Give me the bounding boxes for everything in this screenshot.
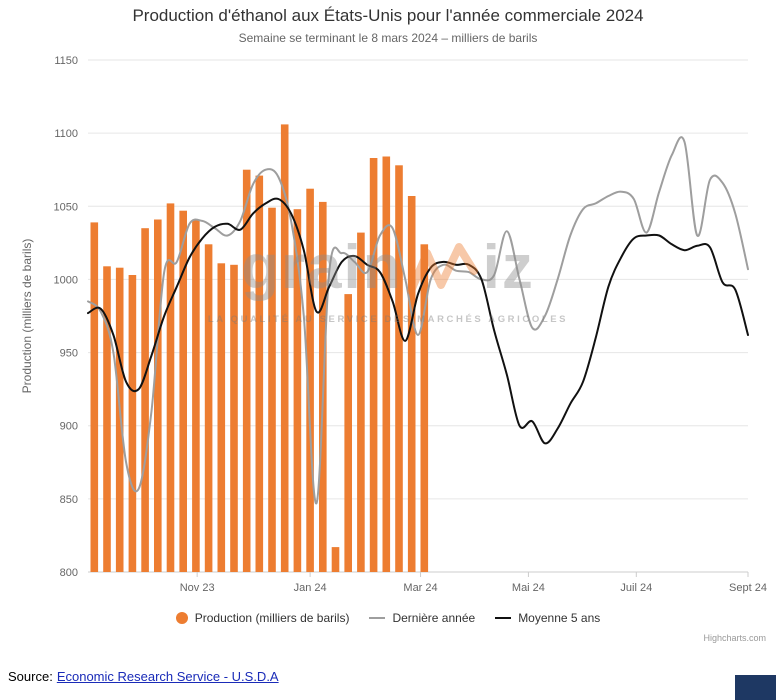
production-bar[interactable] — [382, 156, 391, 573]
legend-item-last-year[interactable]: Dernière année — [369, 611, 475, 625]
legend-item-five-year-avg[interactable]: Moyenne 5 ans — [495, 611, 600, 625]
y-axis-label: 850 — [60, 494, 78, 506]
chart-title: Production d'éthanol aux États-Unis pour… — [132, 6, 644, 25]
y-axis-label: 1000 — [54, 274, 78, 286]
y-axis-label: 900 — [60, 421, 78, 433]
production-bar[interactable] — [407, 196, 416, 572]
production-bar[interactable] — [293, 209, 302, 572]
chart-subtitle: Semaine se terminant le 8 mars 2024 – mi… — [238, 31, 538, 45]
source-link[interactable]: Economic Research Service - U.S.D.A — [56, 669, 279, 684]
legend-label-production: Production (milliers de barils) — [194, 611, 350, 625]
x-axis-label: Sept 24 — [729, 582, 767, 594]
production-bar[interactable] — [280, 124, 289, 573]
x-axis-label: Mar 24 — [403, 582, 437, 594]
legend: Production (milliers de barils) Dernière… — [0, 611, 776, 625]
production-bar[interactable] — [204, 244, 213, 573]
production-bar[interactable] — [344, 294, 352, 572]
production-bar[interactable] — [331, 547, 340, 572]
source-footer: Source: Economic Research Service - U.S.D… — [8, 669, 279, 684]
highcharts-credit[interactable]: Highcharts.com — [703, 633, 766, 643]
production-bar[interactable] — [192, 219, 200, 573]
footer-brand-block — [735, 675, 776, 700]
legend-label-last-year: Dernière année — [392, 611, 476, 625]
y-axis-label: 1100 — [54, 128, 78, 140]
legend-item-production[interactable]: Production (milliers de barils) — [175, 611, 350, 625]
y-axis-label: 800 — [60, 567, 78, 579]
production-bar[interactable] — [369, 158, 378, 572]
source-label: Source: — [8, 669, 53, 684]
production-bar[interactable] — [217, 263, 226, 572]
production-bar[interactable] — [306, 188, 314, 572]
line-series-marker-icon — [369, 617, 386, 619]
production-bar[interactable] — [128, 275, 137, 572]
y-axis-label: 950 — [60, 348, 78, 360]
x-axis-label: Nov 23 — [180, 582, 215, 594]
production-bar[interactable] — [230, 264, 238, 572]
production-bar[interactable] — [242, 169, 251, 572]
line-series-marker-icon — [495, 617, 512, 619]
production-bar[interactable] — [154, 219, 162, 573]
production-bar[interactable] — [255, 175, 264, 572]
production-bar[interactable] — [395, 165, 403, 573]
x-axis-label: Juil 24 — [620, 582, 652, 594]
production-bar[interactable] — [420, 244, 429, 573]
y-axis-label: 1050 — [54, 201, 78, 213]
production-bar[interactable] — [179, 210, 187, 572]
legend-label-five-year-avg: Moyenne 5 ans — [518, 611, 601, 625]
production-bar[interactable] — [141, 228, 149, 572]
last-year-line[interactable] — [87, 136, 749, 505]
x-axis-label: Mai 24 — [512, 582, 545, 594]
production-bar[interactable] — [166, 203, 175, 572]
production-bar[interactable] — [357, 232, 365, 572]
y-axis-label: 1150 — [54, 55, 78, 67]
bar-series-marker-icon — [175, 612, 188, 624]
x-axis-label: Jan 24 — [294, 582, 327, 594]
production-bar[interactable] — [103, 266, 111, 572]
production-bar[interactable] — [268, 207, 276, 572]
plot-area: 800 850 900 950 1000 1050 1100 1150 Nov 23 Jan 24… — [54, 55, 767, 594]
five-year-avg-line[interactable] — [87, 197, 749, 445]
production-bar[interactable] — [90, 222, 99, 572]
production-bar[interactable] — [115, 267, 124, 572]
